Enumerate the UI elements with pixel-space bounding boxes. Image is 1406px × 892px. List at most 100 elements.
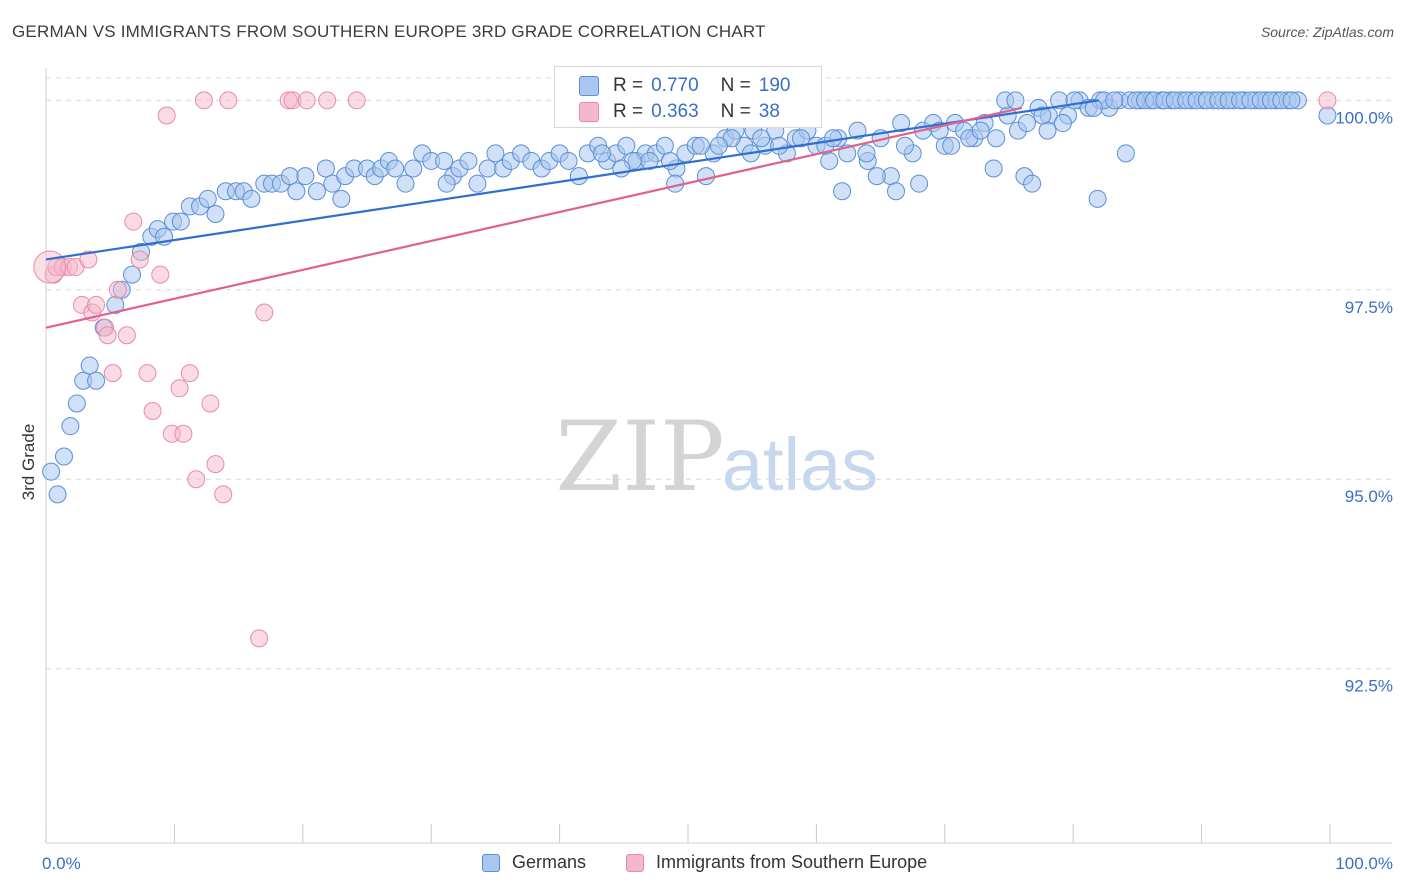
y-axis-label: 3rd Grade [19, 424, 38, 501]
n-label: N = [720, 101, 751, 122]
germans-point [171, 212, 190, 231]
germans-point [42, 462, 61, 481]
germans-point [857, 144, 876, 163]
germans-point [437, 174, 456, 193]
germans-point [887, 182, 906, 201]
germans-point [1033, 106, 1052, 125]
immigrants-point [117, 326, 136, 345]
legend-item-germans[interactable]: Germans [482, 852, 586, 873]
germans-point [971, 121, 990, 140]
germans-point [617, 136, 636, 155]
germans-point [1065, 91, 1084, 110]
immigrants-point [255, 303, 274, 322]
legend-item-immigrants[interactable]: Immigrants from Southern Europe [626, 852, 927, 873]
germans-point [459, 151, 478, 170]
germans-point [67, 394, 86, 413]
germans-point [54, 447, 73, 466]
germans-point [895, 136, 914, 155]
germans-point [569, 167, 588, 186]
n-value: 38 [758, 101, 780, 122]
immigrants-point [124, 212, 143, 231]
y-tick-label: 95.0% [1345, 487, 1393, 506]
germans-point [396, 174, 415, 193]
germans-point [1038, 121, 1057, 140]
immigrants-point [151, 265, 170, 284]
immigrants-point [87, 295, 106, 314]
immigrants-point [206, 455, 225, 474]
germans-point [987, 129, 1006, 148]
immigrants-point [219, 91, 238, 110]
trend-lines [45, 99, 1100, 329]
germans-point [709, 136, 728, 155]
germans-point [332, 189, 351, 208]
germans-point [486, 144, 505, 163]
germans-point [696, 167, 715, 186]
immigrants-point [103, 364, 122, 383]
germans-point [478, 159, 497, 178]
germans-point [833, 182, 852, 201]
immigrants-point [214, 485, 233, 504]
germans-point [1084, 98, 1103, 117]
germans-point [942, 136, 961, 155]
tick-labels: 100.0% 97.5% 95.0% 92.5% 0.0% 100.0% [42, 108, 1393, 873]
legend-label-immigrants: Immigrants from Southern Europe [656, 852, 928, 872]
germans-point [123, 265, 142, 284]
germans-point [386, 159, 405, 178]
immigrants-point [174, 424, 193, 443]
germans-point [752, 129, 771, 148]
germans-point [892, 114, 911, 133]
immigrants-point [1318, 91, 1337, 110]
germans-point [198, 189, 217, 208]
germans-point [848, 121, 867, 140]
r-label: R = [613, 101, 644, 122]
germans-point [307, 182, 326, 201]
n-label: N = [720, 75, 751, 96]
immigrants-point [130, 250, 149, 269]
germans-point [655, 136, 674, 155]
r-label: R = [613, 75, 644, 96]
germans-point [242, 189, 261, 208]
immigrants-point [297, 91, 316, 110]
series-immigrants [33, 91, 1337, 648]
immigrants-point [79, 250, 98, 269]
immigrants-point [347, 91, 366, 110]
germans-point [1053, 114, 1072, 133]
germans-point [691, 136, 710, 155]
germans-point [1116, 144, 1135, 163]
bottom-legend: Germans Immigrants from Southern Europe [0, 852, 1406, 878]
immigrants-point [194, 91, 213, 110]
immigrants-point [187, 470, 206, 489]
stats-legend-box: R = 0.770 N = 190 R = 0.363 N = 38 [554, 66, 822, 128]
germans-point [1023, 174, 1042, 193]
germans-point [592, 144, 611, 163]
germans-point [1017, 114, 1036, 133]
immigrants-trend-line [45, 106, 1023, 329]
stats-row-germans: R = 0.770 N = 190 [579, 74, 790, 98]
germans-point [468, 174, 487, 193]
germans-point [791, 129, 810, 148]
germans-point [287, 182, 306, 201]
grid-lines [46, 77, 1392, 670]
germans-point [296, 167, 315, 186]
immigrants-point [170, 379, 189, 398]
germans-point [61, 417, 80, 436]
germans-point [1088, 189, 1107, 208]
germans-point [820, 151, 839, 170]
germans-trend-line [45, 99, 1100, 261]
immigrants-swatch [579, 102, 599, 122]
immigrants-point [138, 364, 157, 383]
immigrants-point [98, 326, 117, 345]
germans-point [206, 204, 225, 223]
r-value: 0.770 [651, 75, 699, 96]
germans-point [1318, 106, 1337, 125]
immigrants-point [108, 280, 127, 299]
legend-label-germans: Germans [512, 852, 587, 872]
germans-point [984, 159, 1003, 178]
x-tick-label: 100.0% [1335, 854, 1393, 873]
r-value: 0.363 [651, 101, 699, 122]
germans-point [824, 129, 843, 148]
y-tick-label: 97.5% [1345, 298, 1393, 317]
y-tick-label: 92.5% [1345, 677, 1393, 696]
immigrants-point [201, 394, 220, 413]
